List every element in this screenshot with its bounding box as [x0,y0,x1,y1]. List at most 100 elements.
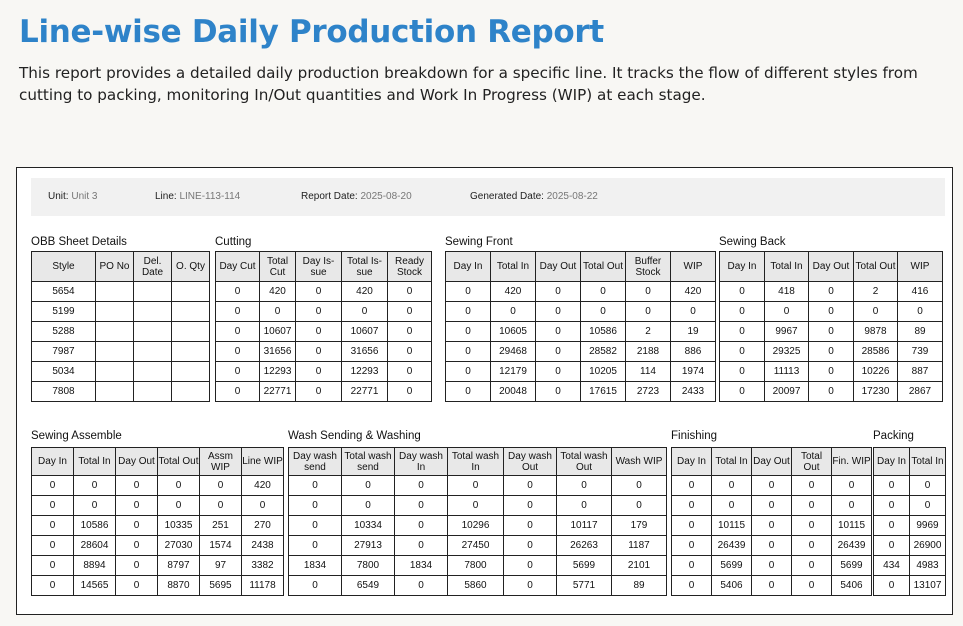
table-cell: 0 [670,301,716,322]
table-cell: 10605 [490,321,536,342]
table-cell: 0 [394,575,448,596]
table-cell: 0 [808,361,854,382]
table-cell [133,381,172,402]
table-cell [171,301,210,322]
column-header: Day Out [808,251,854,282]
table-cell: 887 [897,361,943,382]
table-cell: 0 [387,321,432,342]
table-cell: 0 [873,535,910,556]
table-cell: 0 [791,515,832,536]
section-title-finishing: Finishing [671,430,718,442]
column-header: Day wash In [394,447,448,476]
sewing-back-table: Day In Total In Day Out Total Out WIP 0 418 0 2 4… [719,251,943,402]
table-cell: 0 [503,475,557,496]
table-cell [171,341,210,362]
table-cell: 0 [535,341,581,362]
table-cell: 26900 [909,535,946,556]
column-header: Line WIP [241,447,284,476]
table-cell: 8894 [73,555,116,576]
table-cell: 0 [719,341,765,362]
table-cell: 0 [764,301,809,322]
column-header: Total Out [853,251,898,282]
table-cell: 0 [387,381,432,402]
packing-table: Day In Total In 0 0 0 0 0 9969 0 26900 434 4983 0 131… [873,447,946,596]
table-cell: 11113 [764,361,809,382]
table-cell [95,381,134,402]
report-sheet: Unit: Unit 3 Line: LINE-113-114 Report D… [16,167,953,615]
column-header: Style [31,251,96,282]
table-cell: 10586 [73,515,116,536]
table-cell: 2867 [897,381,943,402]
table-cell: 2433 [670,381,716,402]
meta-line-label: Line: [155,191,177,202]
table-row: 0 6549 0 5860 0 5771 89 [288,575,667,596]
table-cell: 8870 [157,575,200,596]
table-cell: 0 [751,535,792,556]
section-title-wash: Wash Sending & Washing [288,430,421,442]
table-cell: 420 [670,281,716,302]
table-cell: 5771 [556,575,612,596]
table-row: 0 12179 0 10205 114 1974 [445,361,716,382]
meta-line: Line: LINE-113-114 [155,191,240,202]
table-cell: 114 [625,361,671,382]
table-row: 0 14565 0 8870 5695 11178 [31,575,284,596]
table-row: 0 11113 0 10226 887 [719,361,943,382]
table-cell: 420 [490,281,536,302]
table-cell: 89 [611,575,667,596]
column-header: Day In [719,251,765,282]
column-header: Total Out [157,447,200,476]
table-cell: 0 [115,555,158,576]
table-cell: 0 [503,555,557,576]
table-cell: 0 [394,515,448,536]
table-row: 0 20048 0 17615 2723 2433 [445,381,716,402]
table-cell: 27450 [447,535,504,556]
table-row: 0 420 0 420 0 [215,281,432,302]
table-row: 0 12293 0 12293 0 [215,361,432,382]
table-row: 0 10586 0 10335 251 270 [31,515,284,536]
table-cell: 3382 [241,555,284,576]
table-cell: 0 [535,361,581,382]
column-header: Day wash Out [503,447,557,476]
table-cell: 10586 [580,321,626,342]
column-header: Buffer Stock [625,251,671,282]
table-cell: 10296 [447,515,504,536]
table-row: 0 5406 0 0 5406 [671,575,872,596]
table-cell: 2438 [241,535,284,556]
section-title-obb: OBB Sheet Details [31,236,127,248]
table-cell: 0 [791,495,832,516]
table-cell: 0 [288,475,342,496]
table-cell: 22771 [341,381,388,402]
table-cell: 0 [31,515,74,536]
table-cell: 0 [387,301,432,322]
table-cell: 0 [580,301,626,322]
table-cell: 420 [341,281,388,302]
table-cell: 29468 [490,341,536,362]
table-cell: 0 [535,301,581,322]
table-cell: 0 [751,515,792,536]
column-header: WIP [897,251,943,282]
table-cell: 0 [295,381,342,402]
table-cell: 0 [387,281,432,302]
table-cell: 416 [897,281,943,302]
table-cell: 5406 [831,575,872,596]
table-cell: 26439 [711,535,752,556]
column-header: Day wash send [288,447,342,476]
table-cell: 886 [670,341,716,362]
column-header: Total In [764,251,809,282]
table-cell: 12179 [490,361,536,382]
table-cell: 0 [625,281,671,302]
table-cell: 0 [215,341,260,362]
table-cell: 1834 [394,555,448,576]
table-cell: 11178 [241,575,284,596]
table-cell: 5654 [31,281,96,302]
table-cell: 6549 [341,575,395,596]
table-cell: 0 [445,301,491,322]
meta-unit-label: Unit: [48,191,69,202]
table-cell: 418 [764,281,809,302]
column-header: WIP [670,251,716,282]
table-cell: 0 [215,301,260,322]
table-cell: 0 [31,535,74,556]
